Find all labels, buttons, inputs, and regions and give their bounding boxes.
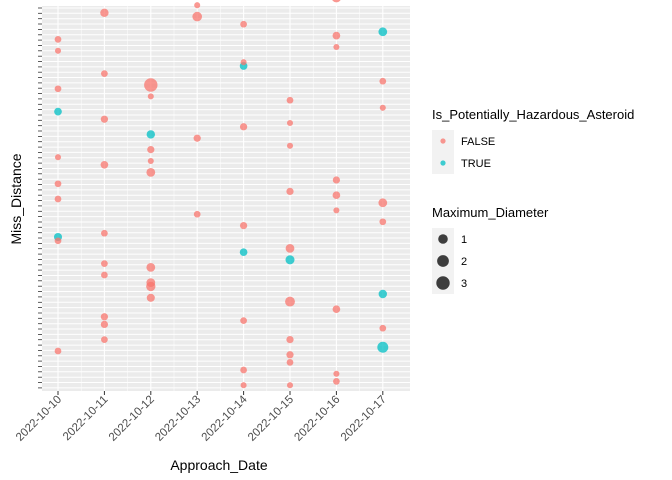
data-point [54, 180, 62, 188]
grid-layer [42, 6, 410, 391]
x-tick-label: 2022-10-14 [200, 393, 251, 444]
data-point [54, 85, 62, 93]
data-point [379, 104, 386, 111]
x-axis: 2022-10-102022-10-112022-10-122022-10-13… [14, 391, 389, 444]
data-point [54, 154, 62, 161]
data-point [54, 347, 62, 355]
size-label-3: 3 [461, 278, 467, 290]
size-legend: Maximum_Diameter 1 2 3 [432, 205, 549, 294]
data-point [100, 115, 109, 123]
data-point [286, 119, 294, 127]
y-axis [38, 7, 42, 389]
data-point [54, 36, 62, 43]
data-point [194, 2, 201, 9]
data-point [377, 341, 389, 353]
data-point [240, 382, 247, 389]
data-point [240, 366, 247, 374]
points-layer [53, 0, 389, 389]
data-point [333, 207, 340, 214]
data-point [240, 20, 247, 28]
x-tick-label: 2022-10-13 [153, 394, 203, 444]
data-point [147, 157, 154, 165]
data-point [379, 77, 387, 85]
data-point [144, 78, 158, 92]
data-point [378, 198, 388, 208]
data-point [239, 248, 248, 257]
data-point [240, 317, 247, 324]
data-point [379, 218, 387, 226]
data-point [239, 221, 248, 230]
x-tick-label: 2022-10-10 [14, 394, 64, 444]
y-axis-title: Miss_Distance [8, 153, 24, 244]
data-point [54, 237, 62, 245]
data-point [101, 229, 108, 237]
data-point [54, 47, 62, 54]
size-key-2 [437, 255, 449, 267]
data-point [378, 289, 388, 299]
data-point [286, 187, 294, 196]
data-point [286, 351, 294, 359]
data-point [146, 263, 156, 272]
size-legend-title: Maximum_Diameter [432, 205, 549, 220]
data-point [286, 96, 294, 104]
x-tick-label: 2022-10-17 [339, 394, 389, 444]
data-point [101, 260, 108, 267]
data-point [332, 0, 341, 3]
x-tick-label: 2022-10-12 [107, 394, 157, 444]
data-point [286, 142, 294, 149]
data-point [285, 296, 295, 307]
data-point [100, 320, 109, 329]
data-point [146, 168, 156, 177]
data-point [379, 324, 387, 332]
color-legend: Is_Potentially_Hazardous_Asteroid FALSE … [432, 107, 634, 174]
x-tick-label: 2022-10-11 [61, 394, 110, 443]
legend-label-false: FALSE [461, 136, 495, 148]
data-point [286, 382, 294, 389]
data-point [147, 145, 155, 154]
data-point [192, 11, 202, 22]
data-point [239, 123, 248, 131]
data-point [286, 359, 294, 366]
data-point [286, 335, 294, 344]
data-point [101, 70, 108, 77]
data-point [378, 27, 388, 37]
data-point [240, 59, 247, 66]
legend-key-true [440, 160, 446, 166]
data-point [101, 336, 108, 343]
data-point [193, 210, 201, 218]
x-axis-title: Approach_Date [170, 457, 268, 473]
size-label-2: 2 [461, 256, 467, 268]
data-point [101, 271, 108, 279]
data-point [146, 130, 156, 139]
data-point [146, 278, 156, 287]
data-point [54, 195, 62, 203]
data-point [146, 293, 155, 302]
data-point [147, 93, 154, 100]
data-point [333, 43, 340, 51]
data-point [100, 8, 109, 18]
size-key-3 [436, 276, 450, 290]
data-point [100, 313, 109, 321]
x-tick-label: 2022-10-15 [246, 394, 296, 444]
data-point [285, 255, 295, 265]
legend-key-false [440, 138, 446, 144]
legend-label-true: TRUE [461, 158, 491, 170]
x-tick-label: 2022-10-16 [292, 394, 342, 444]
data-point [193, 134, 201, 142]
data-point [332, 176, 341, 184]
data-point [332, 305, 341, 314]
color-legend-title: Is_Potentially_Hazardous_Asteroid [432, 107, 634, 122]
size-key-1 [438, 234, 448, 244]
data-point [332, 31, 341, 40]
data-point [333, 378, 340, 385]
data-point [100, 160, 109, 169]
data-point [333, 370, 340, 377]
data-point [285, 244, 295, 253]
panel-background [42, 6, 410, 391]
size-label-1: 1 [461, 234, 467, 246]
data-point [332, 191, 341, 200]
data-point [54, 107, 62, 116]
